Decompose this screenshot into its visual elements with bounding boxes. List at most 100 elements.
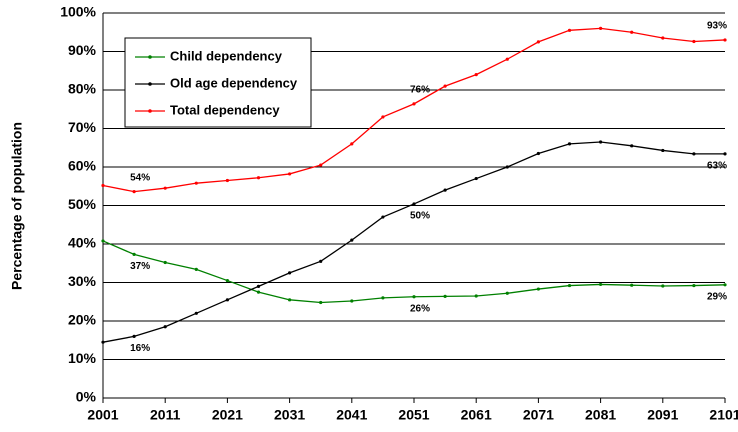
- point: [225, 178, 229, 183]
- y-tick-label: 70%: [68, 119, 97, 135]
- point: [443, 188, 447, 192]
- x-tick-label: 2031: [274, 407, 305, 423]
- point: [474, 73, 478, 77]
- point: [692, 152, 696, 156]
- point: [381, 296, 385, 300]
- point: [350, 238, 354, 242]
- x-tick-label: 2091: [647, 407, 678, 423]
- value-label: 37%: [130, 261, 150, 272]
- x-tick-label: 2001: [87, 407, 118, 423]
- point: [101, 183, 105, 188]
- x-tick-label: 2101: [709, 407, 738, 423]
- point: [630, 30, 634, 34]
- point: [567, 28, 572, 32]
- legend-box: [124, 37, 312, 128]
- point: [288, 271, 292, 275]
- point: [350, 299, 354, 303]
- y-tick-label: 40%: [68, 235, 97, 251]
- point: [225, 298, 229, 302]
- point: [505, 165, 509, 169]
- point: [661, 36, 665, 40]
- point: [319, 300, 323, 305]
- value-label: 50%: [410, 211, 430, 222]
- point: [194, 181, 198, 185]
- point: [350, 142, 354, 146]
- y-tick-label: 100%: [60, 4, 96, 20]
- point: [101, 340, 105, 344]
- point: [443, 294, 447, 298]
- point: [163, 325, 167, 329]
- point: [474, 294, 478, 298]
- point: [661, 284, 665, 288]
- point: [692, 39, 696, 44]
- point: [225, 278, 229, 283]
- value-label: 63%: [707, 161, 727, 172]
- point: [692, 283, 696, 288]
- point: [505, 291, 509, 295]
- y-tick-label: 30%: [68, 273, 97, 289]
- point: [163, 186, 167, 190]
- point: [256, 290, 261, 294]
- x-tick-label: 2011: [150, 407, 181, 423]
- value-label: 76%: [410, 85, 430, 96]
- point: [599, 140, 603, 144]
- point: [132, 334, 136, 338]
- point: [567, 142, 572, 146]
- point: [163, 260, 167, 265]
- point: [723, 152, 727, 156]
- legend-marker: [148, 82, 152, 86]
- point: [194, 311, 198, 315]
- point: [288, 298, 292, 302]
- x-tick-label: 2041: [336, 407, 367, 423]
- y-axis-title: Percentage of population: [9, 122, 25, 290]
- point: [412, 102, 416, 106]
- point: [723, 38, 727, 42]
- y-tick-label: 90%: [68, 42, 97, 58]
- series-line: [102, 240, 726, 304]
- x-tick-label: 2021: [212, 407, 243, 423]
- point: [661, 148, 665, 153]
- point: [288, 172, 292, 176]
- point: [443, 84, 447, 88]
- value-label: 16%: [130, 343, 150, 354]
- point: [194, 267, 198, 272]
- legend-label: Child dependency: [170, 48, 283, 63]
- x-tick-label: 2051: [398, 407, 429, 423]
- point: [412, 202, 416, 206]
- legend-label: Total dependency: [170, 102, 280, 117]
- y-tick-label: 10%: [68, 350, 97, 366]
- point: [630, 283, 634, 287]
- value-label: 54%: [130, 172, 150, 183]
- point: [101, 239, 105, 243]
- point: [132, 252, 136, 256]
- legend-marker: [148, 109, 152, 113]
- point: [536, 151, 541, 156]
- x-tick-label: 2071: [523, 407, 554, 423]
- legend-label: Old age dependency: [170, 75, 298, 90]
- point: [505, 57, 509, 61]
- point: [599, 26, 603, 30]
- y-tick-label: 0%: [76, 389, 97, 405]
- y-tick-label: 20%: [68, 312, 97, 328]
- y-tick-label: 50%: [68, 196, 97, 212]
- point: [567, 283, 572, 288]
- y-tick-label: 60%: [68, 158, 97, 174]
- legend-marker: [148, 55, 152, 59]
- x-tick-label: 2081: [585, 407, 616, 423]
- point: [381, 115, 385, 119]
- point: [536, 287, 541, 291]
- point: [132, 190, 136, 194]
- point: [630, 144, 634, 148]
- y-tick-label: 80%: [68, 81, 97, 97]
- point: [381, 215, 385, 219]
- value-label: 93%: [707, 21, 727, 32]
- point: [536, 40, 541, 44]
- point: [723, 283, 727, 287]
- point: [319, 259, 323, 263]
- point: [319, 163, 323, 167]
- point: [412, 295, 416, 299]
- point: [599, 282, 603, 287]
- point: [256, 284, 261, 288]
- value-label: 26%: [410, 303, 430, 314]
- point: [474, 176, 478, 181]
